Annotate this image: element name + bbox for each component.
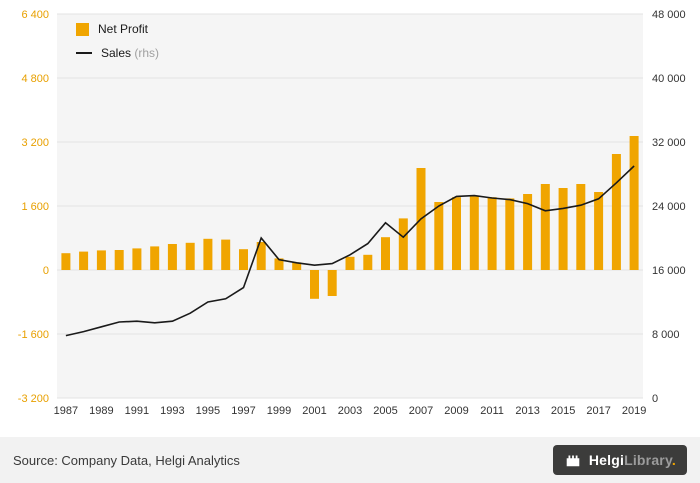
net-profit-bar (221, 239, 231, 270)
net-profit-bar (363, 254, 373, 270)
left-axis-tick: 4 800 (21, 73, 49, 85)
legend-label-net-profit: Net Profit (98, 22, 149, 36)
x-axis-tick: 1995 (196, 405, 220, 417)
legend-label-sales: Sales (101, 46, 132, 60)
net-profit-bar (558, 188, 568, 270)
net-profit-bar (167, 244, 177, 270)
legend-suffix-rhs: (rhs) (134, 46, 160, 60)
net-profit-swatch (76, 22, 89, 36)
net-profit-bar (345, 256, 355, 270)
footer-bar: Source: Company Data, Helgi Analytics He… (0, 437, 700, 483)
net-profit-bar (203, 238, 213, 270)
net-profit-bar (469, 196, 479, 270)
right-axis-tick: 40 000 (652, 73, 686, 85)
x-axis-tick: 1991 (125, 405, 149, 417)
logo-dot: . (671, 452, 676, 468)
x-axis-tick: 2003 (338, 405, 362, 417)
x-axis-tick: 1987 (54, 405, 78, 417)
left-axis-tick: 1 600 (21, 201, 49, 213)
right-axis-tick: 32 000 (652, 137, 686, 149)
x-axis-tick: 2007 (409, 405, 433, 417)
legend-item-sales: Sales (rhs) (76, 46, 159, 60)
x-axis-tick: 2017 (586, 405, 610, 417)
logo-part-library: Library (624, 452, 672, 468)
legend-text-sales: Sales (rhs) (101, 46, 159, 60)
x-axis-tick: 1993 (160, 405, 184, 417)
net-profit-bar (150, 246, 160, 270)
x-axis-tick: 2011 (480, 405, 504, 417)
left-axis-tick: 0 (43, 265, 49, 277)
net-profit-bar (381, 237, 390, 270)
sales-line (65, 165, 635, 337)
net-profit-bar (452, 197, 461, 270)
x-axis-tick: 2005 (373, 405, 397, 417)
legend-item-net-profit: Net Profit (76, 22, 159, 36)
combo-chart: 6 400 48 000 4 800 40 000 3 200 32 000 1 600 24… (18, 9, 686, 417)
left-axis-tick: -1 600 (18, 329, 49, 341)
logo-text: HelgiLibrary. (589, 453, 676, 467)
net-profit-bar (576, 184, 586, 270)
net-profit-bar (61, 253, 71, 270)
net-profit-bar (540, 184, 550, 270)
net-profit-bar (310, 270, 319, 299)
net-profit-bar (487, 197, 497, 270)
net-profit-bar (96, 250, 106, 270)
net-profit-bar (292, 262, 302, 270)
x-axis-tick: 1989 (89, 405, 113, 417)
x-axis-tick: 2001 (302, 405, 326, 417)
net-profit-bar (274, 258, 284, 270)
net-profit-bar (611, 154, 621, 270)
castle-icon (564, 451, 582, 469)
left-axis-tick: -3 200 (18, 393, 49, 405)
x-axis-tick: 2009 (444, 405, 468, 417)
source-text: Source: Company Data, Helgi Analytics (13, 452, 240, 468)
left-axis-tick: 3 200 (21, 137, 49, 149)
net-profit-bar (523, 194, 533, 270)
right-axis-tick: 24 000 (652, 201, 686, 213)
net-profit-bar (327, 270, 337, 296)
left-axis-tick: 6 400 (21, 9, 49, 21)
net-profit-bar (629, 136, 639, 270)
net-profit-bar (132, 248, 142, 270)
right-axis-tick: 8 000 (652, 329, 680, 341)
net-profit-bar (398, 218, 408, 270)
chart-legend: Net Profit Sales (rhs) (76, 22, 159, 60)
logo-part-helgi: Helgi (588, 452, 625, 468)
net-profit-bar (239, 249, 248, 270)
net-profit-bar (114, 250, 124, 270)
right-axis-tick: 48 000 (652, 9, 686, 21)
helgi-library-logo[interactable]: HelgiLibrary. (552, 445, 687, 475)
x-axis-tick: 1999 (267, 405, 291, 417)
net-profit-bar (79, 251, 89, 270)
net-profit-bar (434, 202, 444, 270)
x-axis-tick: 1997 (231, 405, 255, 417)
right-axis-tick: 0 (652, 393, 658, 405)
right-axis-tick: 16 000 (652, 265, 686, 277)
sales-line-swatch (76, 52, 92, 54)
net-profit-bar (185, 242, 195, 270)
x-axis-tick: 2013 (515, 405, 539, 417)
net-profit-bar (256, 242, 266, 270)
x-axis-tick: 2015 (551, 405, 575, 417)
x-axis-tick: 2019 (622, 405, 646, 417)
net-profit-bar (594, 192, 604, 270)
net-profit-bar (505, 198, 515, 270)
